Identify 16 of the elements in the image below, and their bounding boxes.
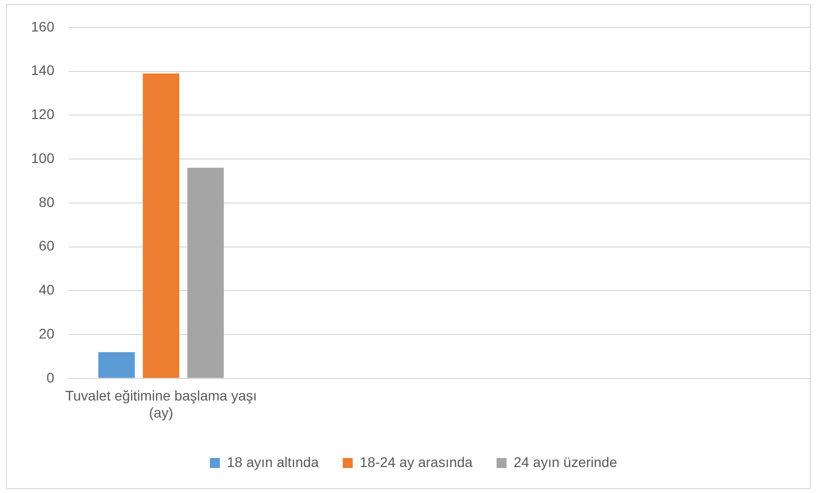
bar: [142, 73, 180, 378]
legend-label: 24 ayın üzerinde: [514, 454, 618, 470]
y-tick-label: 120: [31, 106, 55, 122]
bar: [187, 168, 224, 378]
legend-label: 18 ayın altında: [226, 454, 319, 470]
y-tick-label: 160: [31, 18, 55, 34]
y-tick-label: 20: [38, 325, 55, 342]
legend-label: 18-24 ay arasında: [360, 454, 473, 470]
y-tick-label: 60: [38, 238, 55, 254]
y-tick-label: 140: [31, 62, 55, 78]
bar: [98, 352, 135, 378]
y-tick-label: 80: [38, 194, 55, 210]
y-tick-label: 0: [46, 369, 55, 386]
y-tick-label: 40: [38, 282, 55, 298]
x-tick-label: Tuvalet eğitimine başlama yaşı (ay): [65, 388, 257, 420]
y-tick-label: 100: [31, 150, 55, 166]
